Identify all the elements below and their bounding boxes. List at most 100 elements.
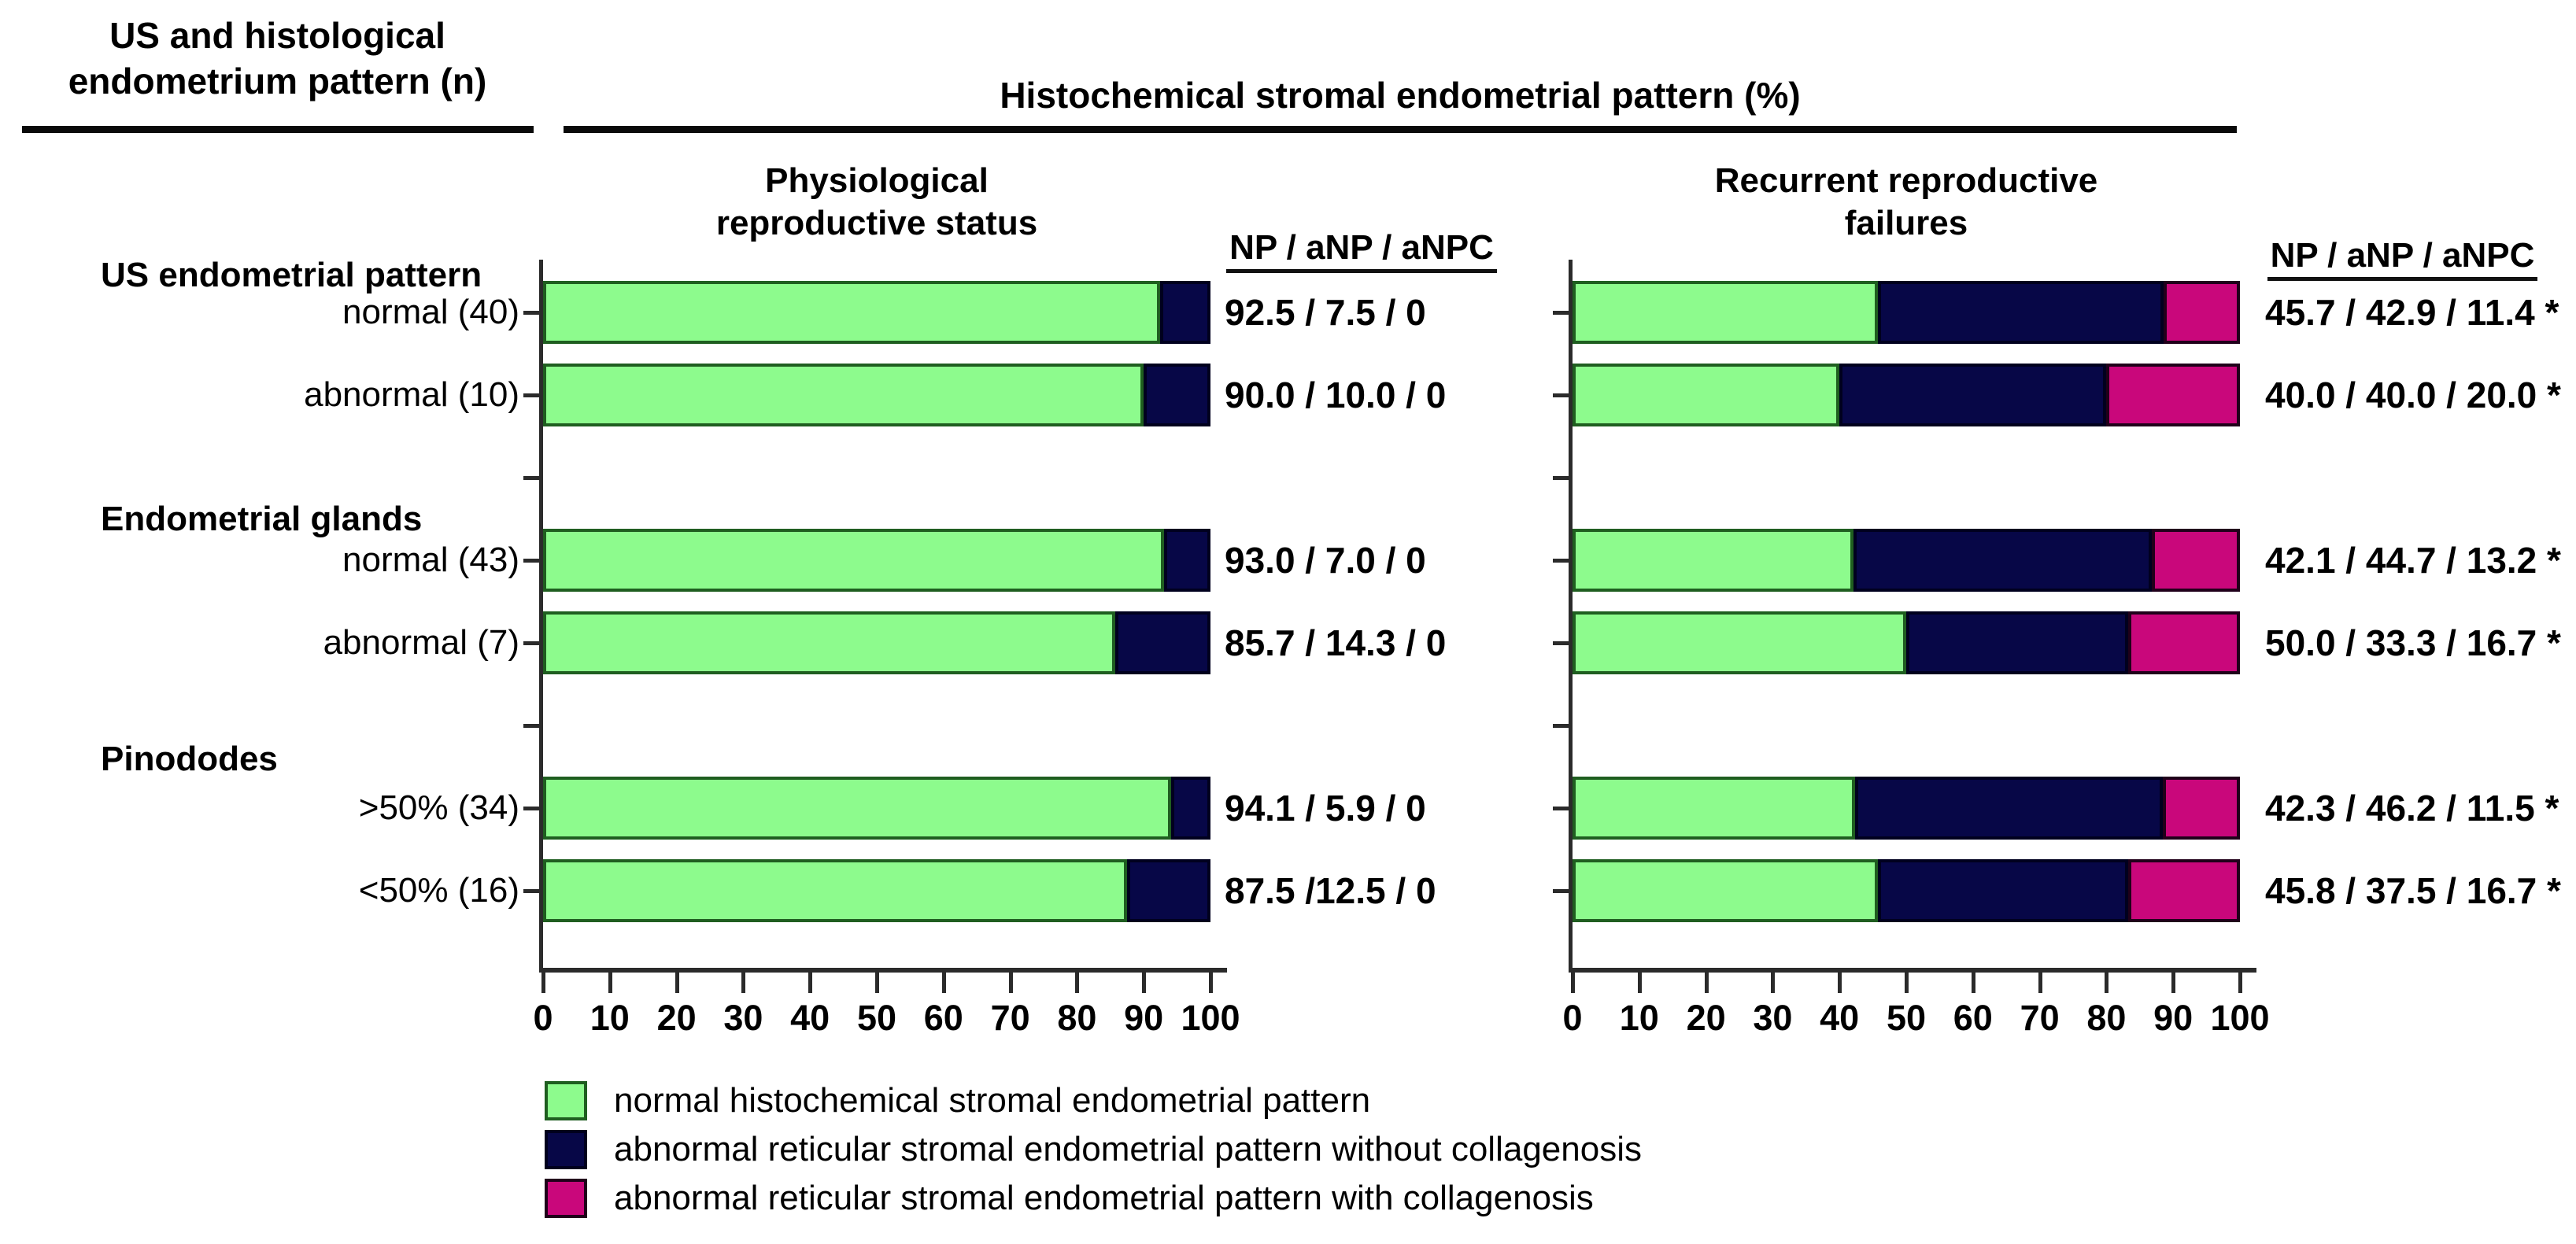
bar-row (1573, 529, 2240, 592)
x-tick-label: 40 (1820, 998, 1860, 1038)
value-label: 45.8 / 37.5 / 16.7 * (2265, 870, 2561, 911)
x-axis-tick (1971, 973, 1975, 993)
value-label: 90.0 / 10.0 / 0 (1225, 375, 1447, 415)
bar-segment-aNP (1160, 281, 1210, 344)
bar-segment-NP (543, 281, 1161, 344)
bar-segment-aNP (1114, 611, 1210, 674)
group-header-endometrial-glands: Endometrial glands (101, 500, 423, 538)
bar-row (543, 777, 1210, 840)
bar-segment-aNPC (2128, 611, 2240, 674)
bar-row (543, 859, 1210, 922)
value-label: 40.0 / 40.0 / 20.0 * (2265, 375, 2561, 415)
values-header-right: NP / aNP / aNPC (2243, 236, 2562, 281)
group-header-pinododes: Pinododes (101, 740, 278, 778)
y-axis-tick (523, 559, 539, 563)
bar-segment-aNP (1144, 364, 1210, 426)
x-axis-tick (741, 973, 746, 993)
left-column-title: US and histological endometrium pattern … (20, 13, 535, 104)
value-label: 85.7 / 14.3 / 0 (1225, 622, 1447, 663)
bar-row (1573, 777, 2240, 840)
value-label: 45.7 / 42.9 / 11.4 * (2265, 292, 2559, 333)
bar-segment-aNP (1127, 859, 1210, 922)
bar-row (1573, 281, 2240, 344)
value-label: 92.5 / 7.5 / 0 (1225, 292, 1426, 333)
value-label: 50.0 / 33.3 / 16.7 * (2265, 622, 2561, 663)
bar-segment-aNPC (2128, 859, 2240, 922)
x-axis-tick (1771, 973, 1776, 993)
bar-segment-aNP (1877, 281, 2164, 344)
legend-label: abnormal reticular stromal endometrial p… (614, 1179, 1594, 1217)
panel-title-line: Physiological (765, 161, 989, 200)
bar-segment-aNP (1854, 777, 2164, 840)
x-tick-label: 90 (1124, 998, 1164, 1038)
left-column-title-line1: US and histological (109, 15, 445, 56)
bar-segment-aNPC (2164, 281, 2240, 344)
bar-segment-NP (543, 529, 1164, 592)
x-tick-label: 30 (723, 998, 763, 1038)
panel-title-recurrent: Recurrent reproductive failures (1510, 160, 2303, 245)
x-axis-tick (875, 973, 879, 993)
y-axis-tick (1553, 889, 1569, 893)
values-header-left: NP / aNP / aNPC (1212, 228, 1511, 273)
bar-segment-aNP (1853, 529, 2153, 592)
panel-title-line: reproductive status (715, 204, 1038, 242)
x-axis-tick (1637, 973, 1642, 993)
x-axis-tick (608, 973, 612, 993)
panel-title-line: Recurrent reproductive (1714, 161, 2098, 200)
legend-swatch-abnormal-with-collagenosis (545, 1179, 587, 1218)
value-label: 87.5 /12.5 / 0 (1225, 870, 1436, 911)
x-axis-tick (1905, 973, 1909, 993)
bar-row (1573, 364, 2240, 426)
bar-segment-NP (543, 859, 1127, 922)
x-axis-tick (1209, 973, 1213, 993)
bar-row (543, 281, 1210, 344)
bar-segment-aNP (1839, 364, 2107, 426)
bar-segment-aNP (1906, 611, 2129, 674)
header-rule-left (22, 126, 534, 133)
bar-segment-aNPC (2152, 529, 2240, 592)
x-tick-label: 100 (2210, 998, 2270, 1038)
row-label: <50% (16) (358, 871, 519, 910)
panel-title-line: failures (1844, 204, 1968, 242)
value-label: 93.0 / 7.0 / 0 (1225, 540, 1426, 581)
bar-segment-NP (1573, 529, 1853, 592)
x-axis-tick (1704, 973, 1709, 993)
bar-segment-aNP (1163, 529, 1210, 592)
x-axis (539, 968, 1227, 973)
x-axis-tick (1571, 973, 1575, 993)
bar-segment-NP (543, 777, 1171, 840)
bar-segment-NP (1573, 777, 1855, 840)
y-axis-tick (1553, 559, 1569, 563)
x-tick-label: 20 (656, 998, 697, 1038)
bar-segment-NP (1573, 611, 1906, 674)
legend-label: abnormal reticular stromal endometrial p… (614, 1130, 1642, 1168)
y-axis-tick (523, 393, 539, 397)
x-tick-label: 20 (1686, 998, 1726, 1038)
x-tick-label: 50 (856, 998, 897, 1038)
x-tick-label: 10 (589, 998, 630, 1038)
legend-swatch-normal (545, 1081, 587, 1120)
x-tick-label: 40 (790, 998, 830, 1038)
y-axis (1569, 260, 1573, 973)
x-tick-label: 50 (1886, 998, 1927, 1038)
x-axis-tick (941, 973, 946, 993)
y-axis-tick (523, 311, 539, 315)
y-axis-tick (1553, 476, 1569, 480)
x-tick-label: 80 (2086, 998, 2127, 1038)
row-label: >50% (34) (358, 788, 519, 827)
y-axis-tick (1553, 724, 1569, 728)
group-header-us-endometrial-pattern: US endometrial pattern (101, 256, 482, 294)
x-axis-tick (1075, 973, 1080, 993)
x-axis-tick (808, 973, 813, 993)
x-tick-label: 70 (2020, 998, 2060, 1038)
bar-segment-NP (543, 611, 1115, 674)
chart-title: Histochemical stromal endometrial patter… (1000, 75, 1801, 116)
x-axis-tick (2171, 973, 2176, 993)
bar-segment-NP (543, 364, 1144, 426)
x-axis-tick (2038, 973, 2042, 993)
bar-segment-NP (1573, 281, 1878, 344)
bar-row (543, 611, 1210, 674)
x-axis-tick (1838, 973, 1842, 993)
row-label: normal (43) (342, 541, 519, 579)
x-tick-label: 0 (533, 998, 553, 1038)
